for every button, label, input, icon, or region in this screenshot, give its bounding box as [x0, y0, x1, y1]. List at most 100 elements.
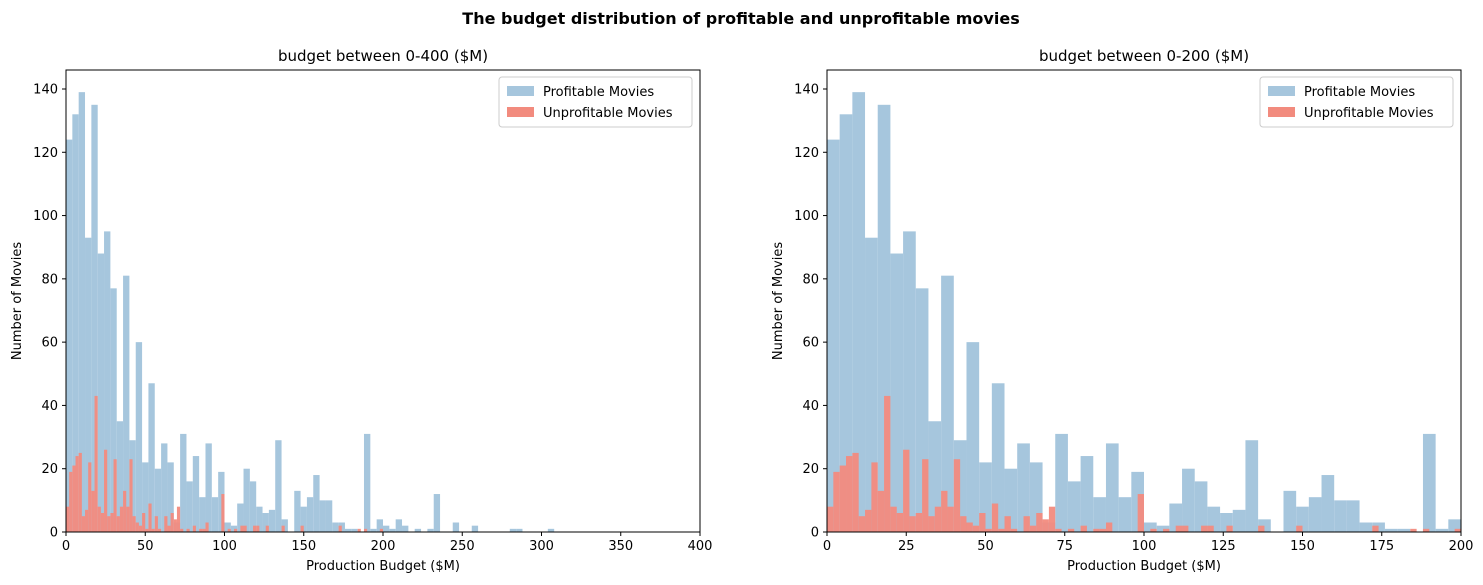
histogram-bar: [1201, 525, 1208, 532]
histogram-bar: [199, 528, 203, 532]
x-tick-label: 0: [62, 539, 70, 554]
histogram-bar: [1372, 522, 1385, 532]
histogram-bar: [135, 342, 143, 532]
histogram-bar: [903, 449, 910, 532]
histogram-bar: [871, 462, 878, 532]
y-tick-label: 20: [802, 462, 819, 477]
histogram-bar: [833, 471, 840, 532]
histogram-bar: [1105, 443, 1119, 532]
histogram-bar: [69, 471, 73, 532]
histogram-bar: [452, 522, 460, 532]
histogram-bar: [985, 528, 992, 532]
histogram-bar: [142, 462, 149, 532]
histogram-bar: [909, 516, 916, 532]
series-profitable: [827, 92, 1461, 532]
histogram-bar: [1099, 528, 1106, 532]
histogram-bar: [186, 481, 193, 532]
series-unprofitable: [827, 395, 1461, 532]
y-tick-label: 120: [794, 146, 819, 161]
histogram-bar: [142, 513, 146, 532]
histogram-bar: [167, 525, 171, 532]
histogram-bar: [1283, 490, 1297, 532]
histogram-bar: [173, 519, 177, 532]
x-tick-label: 50: [977, 539, 994, 554]
histogram-bar: [427, 528, 434, 532]
histogram-bar: [896, 513, 904, 532]
histogram-bar: [202, 528, 206, 532]
histogram-bar: [890, 253, 904, 532]
histogram-bar: [75, 456, 79, 532]
histogram-bar: [126, 506, 130, 532]
histogram-bar: [1004, 468, 1018, 532]
histogram-bar: [1207, 525, 1214, 532]
histogram-bar: [268, 509, 276, 532]
histogram-bar: [972, 525, 980, 532]
histogram-bar: [890, 506, 897, 532]
histogram-bar: [941, 275, 954, 532]
histogram-bar: [180, 433, 187, 532]
histogram-bar: [928, 516, 935, 532]
histogram-bar: [509, 528, 517, 532]
histogram-bar: [1036, 513, 1043, 532]
x-tick-label: 0: [823, 539, 831, 554]
histogram-bar: [1435, 528, 1449, 532]
histogram-bar: [78, 452, 82, 532]
histogram-bar: [402, 525, 409, 532]
y-tick-label: 40: [41, 399, 58, 414]
y-tick-label: 120: [33, 146, 58, 161]
x-tick-label: 250: [450, 539, 475, 554]
x-tick-label: 200: [371, 539, 396, 554]
legend-label: Profitable Movies: [1304, 85, 1415, 100]
legend-label: Unprofitable Movies: [1304, 106, 1434, 121]
legend-swatch: [507, 86, 534, 96]
x-tick-label: 100: [1132, 539, 1157, 554]
histogram-bar: [1017, 443, 1030, 532]
histogram-bar: [300, 506, 307, 532]
legend: Profitable Movies Unprofitable Movies: [498, 76, 693, 128]
histogram-bar: [94, 395, 98, 532]
histogram-bar: [1422, 433, 1436, 532]
histogram-bar: [414, 528, 422, 532]
histogram-bar: [471, 525, 479, 532]
histogram-bar: [116, 516, 120, 532]
y-tick-label: 80: [802, 272, 819, 287]
y-tick-label: 60: [41, 336, 58, 351]
histogram-bar: [1245, 440, 1259, 532]
histogram-bar: [357, 528, 361, 532]
histogram-bar: [1093, 497, 1106, 532]
histogram-bar: [221, 494, 225, 532]
histogram-bar: [123, 275, 130, 532]
histogram-bar: [138, 525, 143, 532]
histogram-bar: [294, 490, 301, 532]
histogram-bar: [934, 506, 942, 532]
histogram-bar: [205, 522, 209, 532]
histogram-bar: [915, 513, 923, 532]
histogram-bar: [110, 513, 114, 532]
histogram-bar: [1422, 528, 1430, 532]
histogram-bar: [1163, 528, 1170, 532]
histogram-bar: [110, 288, 117, 532]
histogram-bar: [1093, 528, 1100, 532]
histogram-bar: [107, 516, 111, 532]
legend: Profitable Movies Unprofitable Movies: [1259, 76, 1454, 128]
histogram-bar: [947, 506, 954, 532]
histogram-bar: [237, 503, 244, 532]
histogram-bar: [129, 459, 133, 532]
histogram-bar: [243, 468, 250, 532]
histogram-bar: [91, 104, 98, 532]
histogram-bar: [192, 525, 196, 532]
x-tick-label: 75: [1056, 539, 1073, 554]
histogram-bar: [164, 516, 168, 532]
histogram-bar: [234, 528, 238, 532]
y-tick-label: 60: [802, 336, 819, 351]
histogram-bar: [827, 139, 840, 532]
x-tick-label: 150: [1290, 539, 1315, 554]
histogram-bar: [852, 92, 866, 532]
histogram-bar: [922, 459, 929, 532]
histogram-bar: [78, 92, 86, 532]
histogram-bar: [88, 462, 92, 532]
y-tick-label: 80: [41, 272, 58, 287]
x-tick-label: 350: [608, 539, 633, 554]
histogram-bar: [306, 497, 314, 532]
histogram-bar: [1042, 519, 1049, 532]
